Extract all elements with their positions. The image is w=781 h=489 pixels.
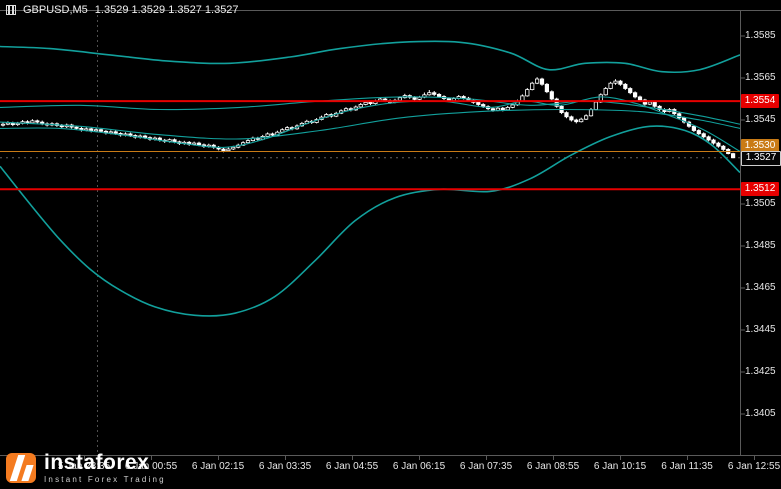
time-axis-label: 6 Jan 08:55 [526,461,580,472]
current-price-tag: 1.3527 [741,150,781,166]
price-axis-label: 1.3565 [745,72,776,83]
brand-tagline: Instant Forex Trading [44,475,166,484]
legend-ohlc-values: 1.3529 1.3529 1.3527 1.3527 [94,4,239,16]
time-axis-label: 6 Jan 06:15 [392,461,446,472]
resistance-price-tag: 1.3554 [741,94,779,109]
time-axis-label: 5 Jan 23:35 [57,461,111,472]
time-axis-label: 6 Jan 07:35 [459,461,513,472]
price-axis-label: 1.3585 [745,30,776,41]
candlestick-chart-icon [6,5,16,15]
time-axis-label: 6 Jan 10:15 [593,461,647,472]
price-axis-label: 1.3425 [745,366,776,377]
time-axis-label: 6 Jan 02:15 [191,461,245,472]
bollinger-band-mid-slow [0,108,741,140]
instaforex-watermark: instaforex Instant Forex Trading [6,452,166,484]
instaforex-logo-icon [6,453,36,483]
chart-legend: GBPUSD,M5 1.3529 1.3529 1.3527 1.3527 [6,4,239,16]
time-axis-label: 6 Jan 04:55 [325,461,379,472]
price-axis-label: 1.3445 [745,324,776,335]
price-axis-label: 1.3485 [745,240,776,251]
pivot-price-tag: 1.3530 [741,138,779,153]
bollinger-band-upper-outer [0,40,741,74]
time-axis-label: 6 Jan 11:35 [661,461,713,472]
time-axis-label: 6 Jan 03:35 [258,461,312,472]
bollinger-band-lower-outer [0,125,741,317]
price-axis-label: 1.3465 [745,282,776,293]
time-axis-label: 6 Jan 12:55 [727,461,781,472]
price-axis-label: 1.3545 [745,114,776,125]
candlesticks [0,77,736,159]
price-axis-label: 1.3505 [745,198,776,209]
instaforex-logo-text: instaforex Instant Forex Trading [44,452,166,484]
brand-name: instaforex [44,451,150,474]
support-price-tag: 1.3512 [741,182,779,197]
time-axis-label: 6 Jan 00:55 [124,461,178,472]
price-axis-label: 1.3405 [745,408,776,419]
symbol-timeframe-label: GBPUSD,M5 [23,4,88,16]
bollinger-band-upper-inner [0,96,741,125]
